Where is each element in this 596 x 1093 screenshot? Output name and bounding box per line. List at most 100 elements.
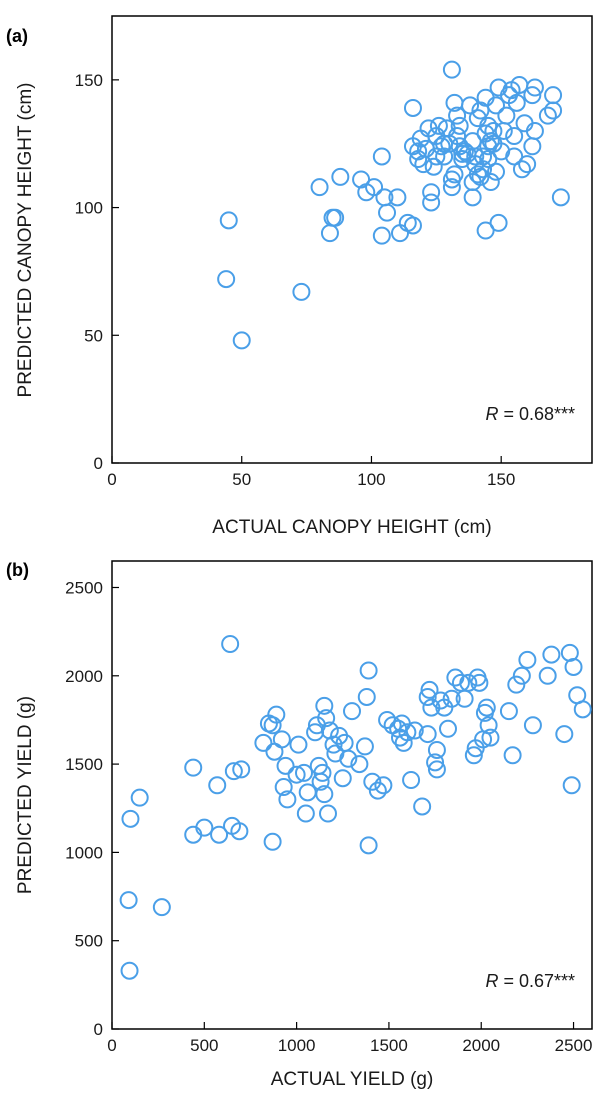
scatter-point-b	[263, 832, 282, 851]
x-tick-label-a: 50	[232, 470, 251, 489]
scatter-point-b	[420, 680, 439, 699]
x-tick-label-b: 2500	[555, 1036, 593, 1055]
scatter-point-a	[429, 116, 448, 135]
scatter-point-a	[512, 160, 531, 179]
scatter-point-a	[453, 144, 472, 163]
chart-panel-a: (a) 0 50 100 150 0 50 100 150 R = 0.68*** ACTU…	[6, 15, 593, 538]
scatter-point-b	[287, 765, 306, 784]
scatter-point-b	[477, 698, 496, 717]
scatter-point-a	[365, 178, 384, 197]
scatter-point-b	[313, 763, 332, 782]
x-tick-label-a: 150	[487, 470, 515, 489]
scatter-point-b	[439, 719, 457, 738]
scatter-point-b	[374, 776, 393, 795]
scatter-point-a	[481, 173, 500, 192]
scatter-point-b	[278, 790, 297, 809]
scatter-point-b	[350, 755, 369, 774]
scatter-point-b	[523, 716, 542, 735]
x-ticks-a: 0 50 100 150	[107, 456, 515, 489]
scatter-point-b	[413, 797, 432, 816]
scatter-point-a	[525, 78, 544, 97]
scatter-point-b	[418, 725, 437, 744]
scatter-point-b	[479, 716, 498, 735]
y-ticks-a: 0 50 100 150	[75, 71, 119, 473]
scatter-point-a	[497, 106, 516, 125]
scatter-point-b	[119, 891, 138, 910]
scatter-point-a	[448, 127, 467, 146]
scatter-point-b	[120, 961, 139, 980]
scatter-point-a	[432, 137, 451, 156]
scatter-point-a	[323, 208, 342, 227]
scatter-point-a	[505, 127, 524, 146]
scatter-point-a	[523, 137, 542, 156]
panel-label-a: (a)	[6, 26, 28, 46]
y-tick-label-a: 0	[94, 454, 103, 473]
scatter-point-b	[276, 756, 295, 775]
scatter-point-b	[426, 753, 445, 772]
scatter-point-b	[311, 772, 330, 791]
scatter-point-b	[464, 746, 483, 765]
scatter-point-a	[310, 178, 329, 197]
scatter-point-a	[424, 157, 443, 176]
scatter-point-b	[208, 776, 227, 795]
scatter-point-a	[442, 60, 461, 79]
chart-panel-b: (b) 0 500 1000 1500 2000 2500 0 500 1000 1500 200…	[6, 560, 593, 1090]
scatter-point-a	[422, 183, 441, 202]
plot-frame-a	[111, 15, 593, 464]
x-tick-label-a: 0	[107, 470, 116, 489]
scatter-point-a	[448, 106, 467, 125]
scatter-point-b	[357, 687, 376, 706]
scatter-point-b	[359, 661, 378, 680]
scatter-point-b	[184, 758, 203, 777]
scatter-point-a	[474, 160, 493, 179]
y-tick-label-b: 1500	[65, 755, 103, 774]
scatter-point-b	[562, 776, 581, 795]
scatter-point-a	[544, 86, 563, 105]
scatter-point-a	[292, 282, 311, 301]
scatter-point-a	[320, 224, 339, 243]
scatter-point-b	[363, 772, 382, 791]
scatter-point-b	[427, 760, 446, 779]
scatter-point-a	[219, 211, 238, 230]
scatter-point-b	[564, 657, 583, 676]
scatter-point-a	[217, 270, 236, 289]
scatter-point-b	[315, 785, 334, 804]
scatter-point-b	[324, 735, 343, 754]
x-axis-title-b: ACTUAL YIELD (g)	[271, 1069, 434, 1090]
scatter-point-a	[551, 188, 570, 207]
scatter-point-b	[503, 746, 522, 765]
scatter-point-b	[210, 825, 229, 844]
scatter-point-a	[476, 221, 495, 240]
scatter-point-a	[523, 86, 542, 105]
scatter-point-b	[295, 763, 313, 782]
x-tick-label-b: 500	[190, 1036, 218, 1055]
scatter-point-b	[398, 723, 417, 742]
y-tick-label-a: 150	[75, 71, 103, 90]
scatter-point-b	[224, 762, 243, 781]
scatter-point-a	[463, 188, 482, 207]
scatter-point-a	[487, 162, 505, 181]
scatter-point-a	[232, 331, 251, 350]
scatter-point-b	[470, 673, 489, 692]
scatter-point-a	[422, 193, 441, 212]
scatter-points-a	[217, 60, 570, 350]
scatter-point-b	[481, 728, 500, 747]
scatter-point-b	[394, 733, 413, 752]
scatter-point-a	[494, 121, 513, 140]
scatter-points-b	[119, 635, 592, 980]
scatter-point-a	[372, 226, 391, 245]
scatter-point-a	[507, 93, 526, 112]
scatter-point-a	[378, 203, 397, 222]
scatter-point-b	[232, 760, 251, 779]
scatter-point-b	[555, 725, 574, 744]
scatter-point-a	[403, 216, 422, 235]
scatter-point-b	[339, 749, 358, 768]
scatter-point-b	[402, 770, 421, 789]
scatter-point-a	[442, 178, 461, 197]
scatter-point-a	[505, 147, 524, 166]
x-tick-label-b: 2000	[462, 1036, 500, 1055]
scatter-point-a	[484, 121, 503, 140]
scatter-point-b	[195, 818, 214, 837]
scatter-point-a	[538, 106, 557, 125]
